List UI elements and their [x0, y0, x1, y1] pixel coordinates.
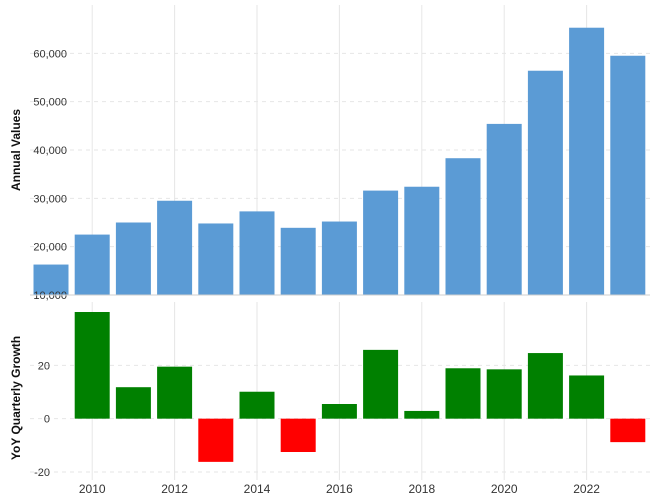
annual-bar-2009 [33, 264, 69, 295]
growth-bar-2015 [280, 418, 316, 452]
x-tick-label-2016: 2016 [326, 482, 353, 496]
annual-bar-2021 [527, 70, 563, 295]
annual-bar-2020 [486, 123, 522, 296]
top-y-tick-label: 50,000 [33, 97, 67, 109]
bottom-y-tick-label: 0 [44, 414, 50, 426]
growth-bar-2023 [610, 418, 646, 443]
yoy-growth-panel: -20 0 20 [30, 302, 650, 480]
annual-bar-2016 [321, 221, 357, 295]
annual-bar-2010 [74, 234, 110, 295]
y-axis-label-yoy-growth: YoY Quarterly Growth [9, 336, 23, 460]
growth-bar-2016 [321, 404, 357, 419]
growth-bar-2010 [74, 312, 110, 419]
annual-bar-2022 [569, 27, 605, 295]
x-tick-label-2022: 2022 [573, 482, 600, 496]
growth-bar-2021 [527, 353, 563, 419]
y-axis-label-annual-values: Annual Values [9, 109, 23, 191]
growth-bar-2022 [569, 375, 605, 419]
growth-bar-2011 [115, 387, 151, 419]
x-axis: 2010 2012 2014 2016 2018 2020 2022 [79, 482, 600, 496]
growth-bar-2018 [404, 410, 440, 419]
x-tick-label-2020: 2020 [491, 482, 518, 496]
annual-bar-2014 [239, 211, 275, 295]
growth-bar-2020 [486, 369, 522, 419]
top-y-tick-label: 10,000 [33, 290, 67, 302]
annual-bar-2023 [610, 55, 646, 295]
top-y-tick-label: 60,000 [33, 48, 67, 60]
growth-bar-2012 [157, 366, 193, 419]
x-tick-label-2012: 2012 [161, 482, 188, 496]
annual-bar-2011 [115, 222, 151, 295]
annual-bar-2013 [198, 223, 234, 295]
top-y-tick-label: 40,000 [33, 145, 67, 157]
x-tick-label-2010: 2010 [79, 482, 106, 496]
annual-bar-2015 [280, 227, 316, 295]
annual-bar-2017 [363, 190, 399, 295]
annual-bar-2012 [157, 200, 193, 295]
annual-bar-2019 [445, 158, 481, 295]
growth-bar-2014 [239, 391, 275, 419]
x-tick-label-2018: 2018 [408, 482, 435, 496]
growth-bar-2019 [445, 368, 481, 419]
annual-bar-2018 [404, 186, 440, 295]
top-y-tick-label: 30,000 [33, 193, 67, 205]
bottom-y-tick-label: 20 [38, 360, 50, 372]
growth-bar-2013 [198, 418, 234, 462]
growth-bar-2017 [363, 349, 399, 419]
bottom-y-tick-label: -20 [34, 467, 50, 479]
top-y-tick-label: 20,000 [33, 242, 67, 254]
annual-values-panel: 10,000 20,000 30,000 40,000 50,000 60,000 [30, 5, 650, 302]
x-tick-label-2014: 2014 [244, 482, 271, 496]
